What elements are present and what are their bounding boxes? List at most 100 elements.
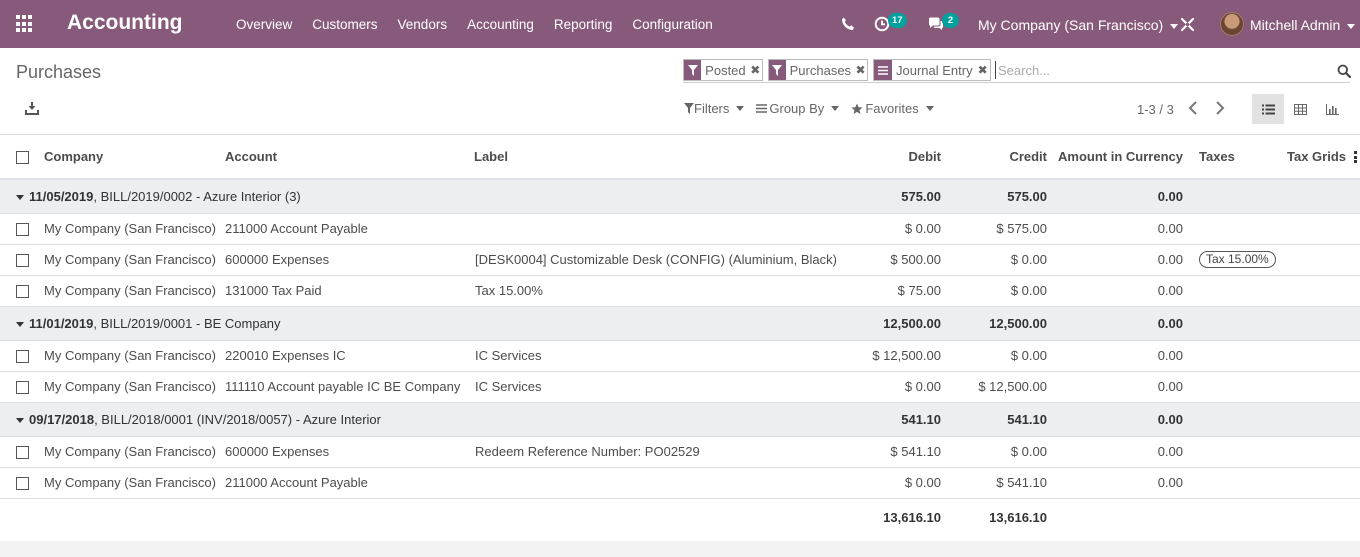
pager-value[interactable]: 1-3 / 3 — [1137, 102, 1174, 117]
group-date: 09/17/2018 — [29, 411, 95, 427]
journal-items-list: Company Account Label Debit Credit Amoun… — [0, 135, 1360, 541]
table-row[interactable]: My Company (San Francisco) 211000 Accoun… — [0, 213, 1360, 245]
close-icon[interactable]: ✖ — [855, 63, 866, 77]
menu-item-customers[interactable]: Customers — [312, 17, 378, 32]
table-row[interactable]: My Company (San Francisco) 131000 Tax Pa… — [0, 275, 1360, 307]
select-all-cell — [0, 135, 40, 180]
column-header-debit[interactable]: Debit — [854, 135, 949, 180]
cell-tax-grids — [1279, 371, 1360, 403]
group-debit: 541.10 — [854, 402, 949, 437]
select-all-checkbox[interactable] — [16, 151, 29, 165]
company-switcher[interactable]: My Company (San Francisco) — [978, 17, 1179, 33]
column-header-company[interactable]: Company — [40, 135, 221, 180]
group-row[interactable]: 09/17/2018, BILL/2018/0001 (INV/2018/005… — [0, 402, 1360, 437]
chevron-down-icon — [831, 106, 840, 111]
menu-item-overview[interactable]: Overview — [236, 17, 293, 32]
cell-account: 220010 Expenses IC — [221, 340, 470, 372]
cell-debit: $ 500.00 — [854, 244, 949, 276]
menu-item-configuration[interactable]: Configuration — [632, 17, 713, 32]
apps-menu-icon[interactable] — [16, 15, 34, 33]
group-name: , BILL/2019/0002 - Azure Interior (3) — [93, 188, 301, 204]
column-header-tax-grids[interactable]: Tax Grids — [1279, 135, 1360, 180]
totals-spacer — [1055, 498, 1360, 536]
filters-dropdown[interactable]: Filters — [684, 101, 745, 116]
column-header-amount-currency[interactable]: Amount in Currency — [1055, 135, 1191, 180]
row-checkbox[interactable] — [16, 446, 29, 460]
cell-taxes — [1191, 467, 1279, 499]
optional-columns-icon[interactable] — [1354, 151, 1357, 163]
cell-credit: $ 0.00 — [949, 275, 1055, 307]
row-select-cell — [0, 340, 40, 372]
table-row[interactable]: My Company (San Francisco) 600000 Expens… — [0, 244, 1360, 276]
phone-icon[interactable] — [840, 16, 856, 32]
group-header: 11/05/2019, BILL/2019/0002 - Azure Inter… — [0, 179, 854, 214]
group-row[interactable]: 11/01/2019, BILL/2019/0001 - BE Company … — [0, 306, 1360, 341]
table-row[interactable]: My Company (San Francisco) 211000 Accoun… — [0, 467, 1360, 499]
chevron-down-icon — [925, 106, 934, 111]
user-menu[interactable]: Mitchell Admin — [1250, 17, 1356, 33]
table-body: 11/05/2019, BILL/2019/0002 - Azure Inter… — [0, 179, 1360, 536]
cell-credit: $ 12,500.00 — [949, 371, 1055, 403]
row-checkbox[interactable] — [16, 350, 29, 364]
menu-item-reporting[interactable]: Reporting — [553, 17, 613, 32]
close-icon[interactable]: ✖ — [977, 63, 988, 77]
user-avatar[interactable] — [1220, 12, 1244, 36]
row-checkbox[interactable] — [16, 254, 29, 268]
facet-journal-entry: Journal Entry ✖ — [873, 59, 991, 81]
pivot-view-button[interactable] — [1284, 94, 1316, 124]
close-icon[interactable]: ✖ — [750, 63, 761, 77]
tax-tag: Tax 15.00% — [1199, 251, 1276, 268]
favorites-label: Favorites — [865, 101, 919, 116]
download-icon[interactable] — [25, 101, 39, 115]
column-header-label[interactable]: Label — [470, 135, 854, 180]
cell-label — [470, 213, 854, 245]
row-checkbox[interactable] — [16, 223, 29, 237]
table-row[interactable]: My Company (San Francisco) 600000 Expens… — [0, 436, 1360, 468]
facet-purchases: Purchases ✖ — [768, 59, 868, 81]
row-checkbox[interactable] — [16, 477, 29, 491]
search-bar: Posted ✖ Purchases ✖ Journal Entry ✖ — [683, 57, 1351, 83]
app-title[interactable]: Accounting — [67, 11, 183, 34]
row-select-cell — [0, 467, 40, 499]
favorites-dropdown[interactable]: Favorites — [851, 101, 934, 116]
group-by-icon — [756, 104, 768, 113]
groupby-label: Group By — [769, 101, 825, 116]
debug-tools-icon[interactable] — [1180, 17, 1195, 32]
pager-previous-icon[interactable] — [1188, 100, 1198, 116]
messages-icon[interactable] — [928, 17, 944, 31]
total-debit: 13,616.10 — [883, 509, 941, 525]
row-checkbox[interactable] — [16, 381, 29, 395]
menu-item-accounting[interactable]: Accounting — [467, 17, 534, 32]
group-tax-grids — [1279, 179, 1360, 214]
groupby-dropdown[interactable]: Group By — [756, 101, 840, 116]
pager-next-icon[interactable] — [1215, 100, 1225, 116]
message-count-badge: 2 — [942, 13, 959, 28]
search-icon[interactable] — [1337, 64, 1351, 78]
star-icon — [851, 103, 863, 114]
company-switcher-label: My Company (San Francisco) — [978, 17, 1164, 33]
menu-item-vendors[interactable]: Vendors — [397, 17, 448, 32]
facet-label: Journal Entry — [896, 62, 973, 78]
row-select-cell — [0, 213, 40, 245]
cell-credit: $ 0.00 — [949, 436, 1055, 468]
table-row[interactable]: My Company (San Francisco) 220010 Expens… — [0, 340, 1360, 372]
cell-account: 600000 Expenses — [221, 244, 470, 276]
row-checkbox[interactable] — [16, 285, 29, 299]
cell-debit: $ 541.10 — [854, 436, 949, 468]
list-view-button[interactable] — [1252, 94, 1284, 124]
group-credit: 575.00 — [949, 179, 1055, 214]
view-switcher — [1252, 94, 1348, 124]
search-input[interactable] — [995, 61, 1325, 79]
column-header-taxes[interactable]: Taxes — [1191, 135, 1279, 180]
table-row[interactable]: My Company (San Francisco) 111110 Accoun… — [0, 371, 1360, 403]
graph-view-button[interactable] — [1316, 94, 1348, 124]
group-row[interactable]: 11/05/2019, BILL/2019/0002 - Azure Inter… — [0, 179, 1360, 214]
column-header-account[interactable]: Account — [221, 135, 470, 180]
column-header-credit[interactable]: Credit — [949, 135, 1055, 180]
filter-icon — [769, 60, 786, 80]
cell-account: 211000 Account Payable — [221, 213, 470, 245]
cell-debit: $ 0.00 — [854, 213, 949, 245]
cell-company: My Company (San Francisco) — [40, 275, 221, 307]
cell-account: 600000 Expenses — [221, 436, 470, 468]
cell-debit: $ 0.00 — [854, 371, 949, 403]
